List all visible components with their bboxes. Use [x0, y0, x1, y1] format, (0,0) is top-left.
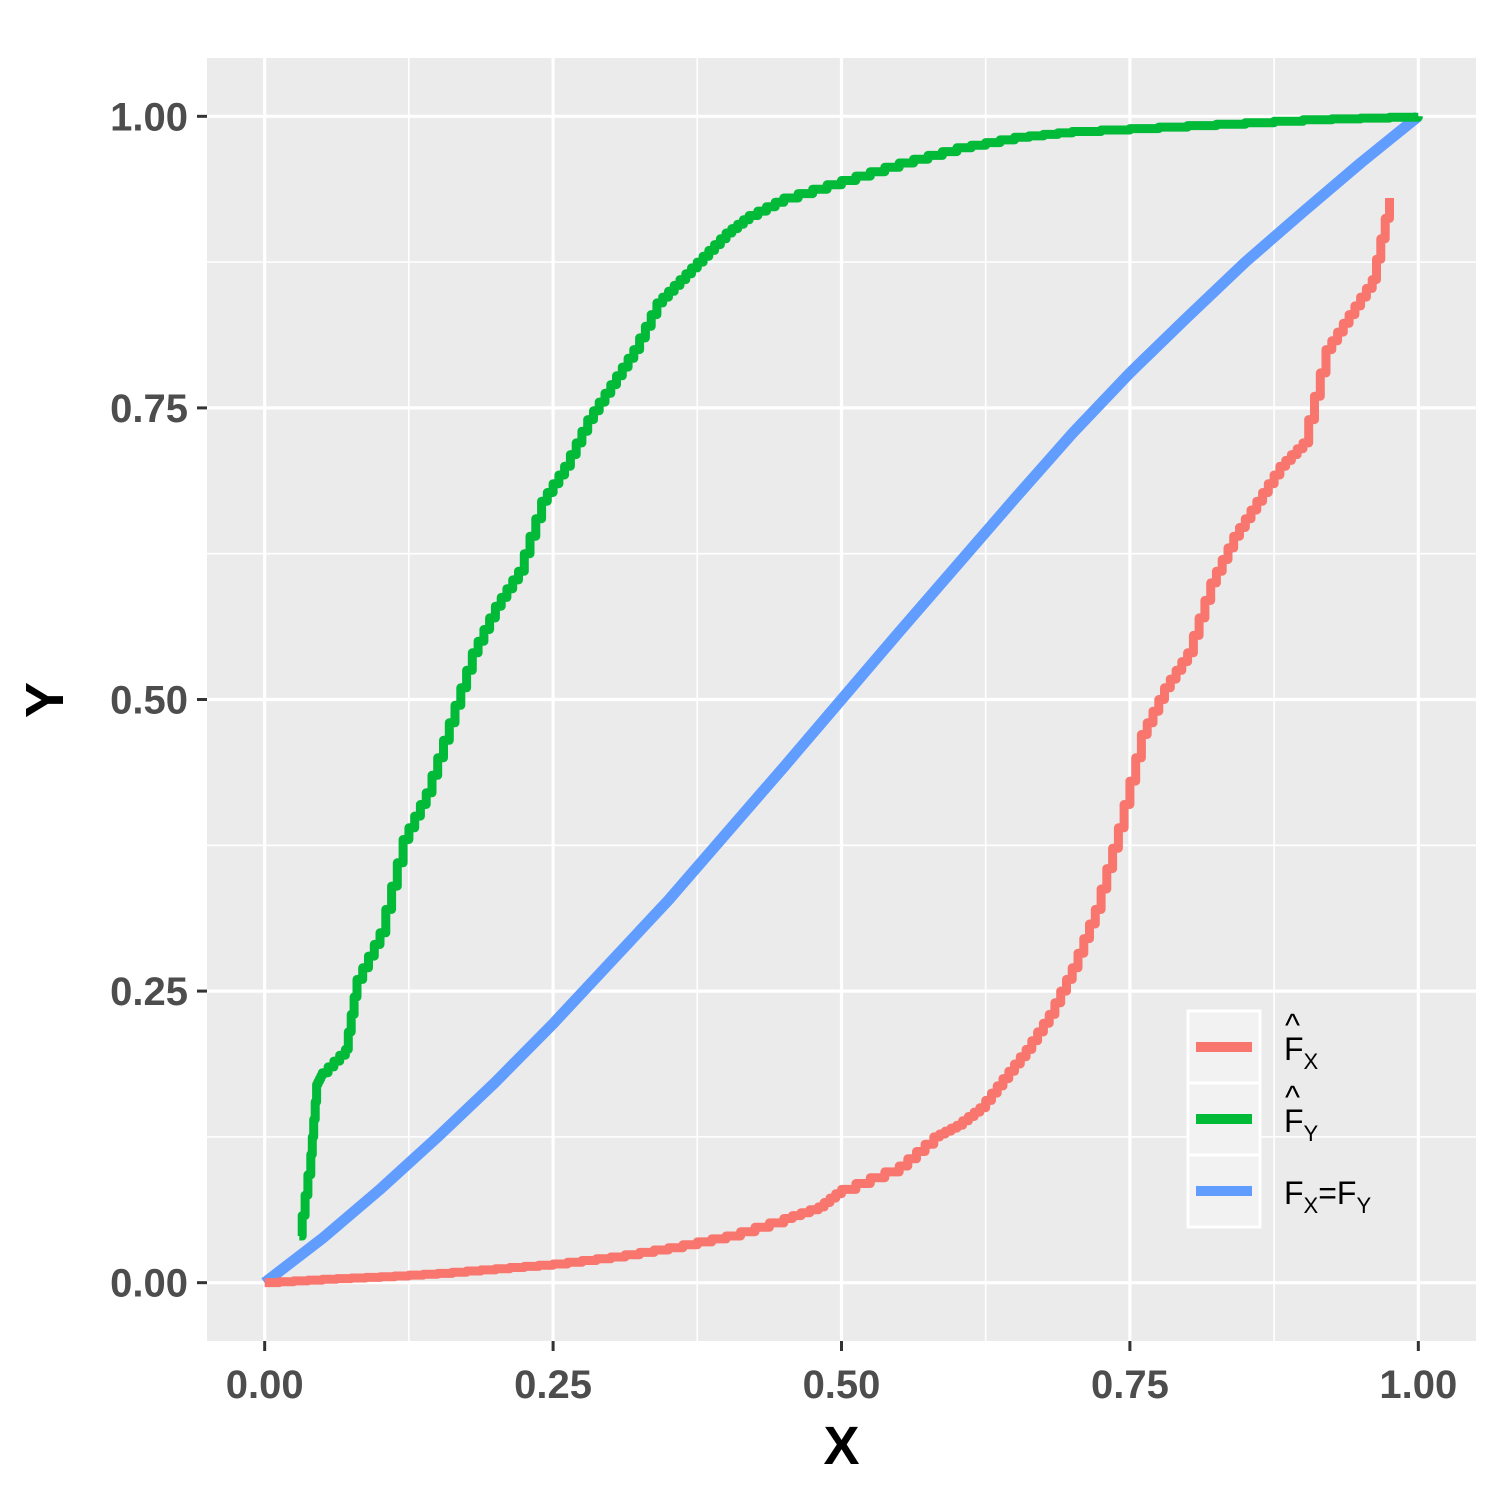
- legend: FX^FY^FX=FY: [1186, 1007, 1371, 1229]
- x-axis-title: X: [823, 1416, 859, 1476]
- legend-hat: ^: [1285, 1007, 1300, 1043]
- series-line-x: [264, 198, 1394, 1288]
- x-tick-label: 0.75: [1091, 1363, 1169, 1407]
- y-tick-label: 1.00: [110, 95, 188, 139]
- x-tick-label: 1.00: [1379, 1363, 1457, 1407]
- legend-label: FY: [1284, 1103, 1319, 1146]
- legend-label: FX=FY: [1284, 1175, 1371, 1218]
- legend-hat: ^: [1285, 1079, 1300, 1115]
- series-lines: [261, 112, 1423, 1288]
- legend-item: FX^: [1186, 1007, 1319, 1085]
- series-line-y: [297, 112, 1423, 1241]
- legend-item: FY^: [1186, 1079, 1319, 1157]
- x-tick-label: 0.00: [226, 1363, 304, 1407]
- y-tick-label: 0.50: [110, 679, 188, 723]
- x-tick-label: 0.50: [803, 1363, 881, 1407]
- x-tick-label: 0.25: [514, 1363, 592, 1407]
- series-line-x-equal: [261, 112, 1422, 1288]
- legend-label: FX: [1284, 1031, 1319, 1074]
- y-tick-label: 0.75: [110, 387, 188, 431]
- y-axis-title: Y: [15, 682, 75, 718]
- y-tick-label: 0.25: [110, 970, 188, 1014]
- y-tick-label: 0.00: [110, 1262, 188, 1306]
- y-axis: 0.00 0.25 0.50 0.75 1.00: [110, 95, 207, 1306]
- legend-item: FX=FY: [1186, 1153, 1371, 1229]
- x-axis: 0.00 0.25 0.50 0.75 1.00: [226, 1341, 1457, 1407]
